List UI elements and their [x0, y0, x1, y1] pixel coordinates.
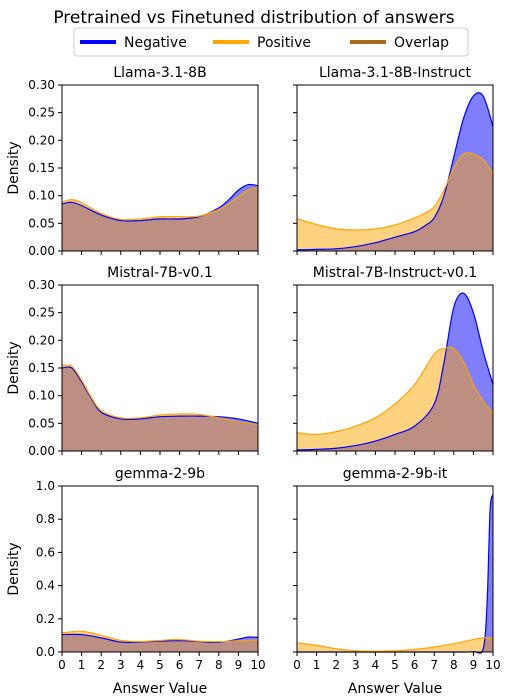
y-tick-label: 1.0: [36, 479, 55, 493]
y-tick-label: 0.6: [36, 545, 55, 559]
y-tick-label: 0.10: [28, 389, 55, 403]
negative-line: [296, 92, 494, 251]
x-tick-label: 6: [411, 658, 419, 672]
x-tick-label: 1: [313, 658, 321, 672]
axes-frame: [61, 485, 259, 653]
positive-line: [61, 364, 259, 426]
positive-line: [296, 152, 494, 231]
panel-title: gemma-2-9b-it: [343, 466, 448, 482]
y-tick-label: 0.25: [28, 106, 55, 120]
x-tick-label: 2: [97, 658, 105, 672]
x-tick-label: 1: [78, 658, 86, 672]
y-tick-label: 0.0: [36, 645, 55, 659]
legend-label-overlap: Overlap: [394, 35, 449, 51]
y-tick-label: 0.00: [28, 444, 55, 458]
y-tick-label: 0.10: [28, 189, 55, 203]
legend-label-negative: Negative: [124, 35, 187, 51]
y-tick-label: 0.30: [28, 278, 55, 292]
x-tick-label: 0: [58, 658, 66, 672]
figure-title: Pretrained vs Finetuned distribution of …: [53, 8, 454, 28]
panel-5: gemma-2-9b 0.0 0.2 0.4 0.6 0.8 1.0 0 1 2 3 4 5 6 7 8 9 10…: [6, 466, 266, 697]
y-tick-label: 0.05: [28, 216, 55, 230]
y-tick-label: 0.20: [28, 133, 55, 147]
panel-3: Mistral-7B-v0.1 0.00 0.05 0.10 0.15 0.20 0.25 0…: [6, 265, 259, 458]
panel-6: gemma-2-9b-it 0 1 2 3 4 5 6 7 8 9 10 Answer Value: [293, 466, 501, 697]
x-tick-label: 8: [215, 658, 223, 672]
negative-line: [61, 183, 259, 222]
panel-title: gemma-2-9b: [115, 466, 205, 482]
legend: Negative Positive Overlap: [73, 27, 469, 57]
negative-line: [61, 366, 259, 424]
y-tick-label: 0.4: [36, 579, 55, 593]
y-axis-label: Density: [6, 341, 22, 394]
x-tick-label: 3: [117, 658, 125, 672]
x-tick-label: 5: [391, 658, 399, 672]
y-tick-label: 0.30: [28, 78, 55, 92]
overlap-area: [297, 347, 493, 451]
axes-frame: [296, 485, 494, 653]
negative-line: [61, 633, 259, 644]
y-tick-label: 0.05: [28, 416, 55, 430]
positive-line: [61, 630, 259, 643]
panel-1: Llama-3.1-8B 0.00 0.05 0.10 0.15 0.20 0.25 0.30…: [6, 65, 259, 258]
x-tick-label: 3: [352, 658, 360, 672]
y-axis-label: Density: [6, 141, 22, 194]
positive-line: [296, 346, 494, 436]
y-tick-label: 0.2: [36, 612, 55, 626]
negative-line: [296, 292, 494, 451]
negative-line: [297, 494, 494, 654]
x-tick-label: 5: [156, 658, 164, 672]
panel-2: Llama-3.1-8B-Instruct: [293, 65, 494, 255]
panel-title: Mistral-7B-v0.1: [107, 265, 213, 281]
chart-panels: Llama-3.1-8B0.000.050.100.150.200.250.30…: [6, 65, 501, 697]
x-tick-label: 7: [430, 658, 438, 672]
panel-title: Llama-3.1-8B-Instruct: [319, 65, 472, 81]
positive-line: [296, 637, 494, 652]
legend-frame: [73, 27, 469, 57]
x-axis-label: Answer Value: [348, 681, 442, 697]
y-tick-label: 0.00: [28, 244, 55, 258]
x-tick-label: 2: [332, 658, 340, 672]
panel-title: Llama-3.1-8B: [113, 65, 206, 81]
x-tick-label: 0: [293, 658, 301, 672]
x-tick-label: 10: [250, 658, 265, 672]
overlap-area: [297, 152, 493, 251]
positive-area: [297, 637, 493, 652]
x-tick-label: 4: [372, 658, 380, 672]
overlap-area: [62, 366, 258, 451]
panel-4: Mistral-7B-Instruct-v0.1: [293, 265, 494, 455]
negative-area: [297, 494, 493, 654]
x-tick-label: 8: [450, 658, 458, 672]
y-tick-label: 0.25: [28, 306, 55, 320]
y-tick-label: 0.15: [28, 361, 55, 375]
x-tick-label: 4: [137, 658, 145, 672]
y-tick-label: 0.8: [36, 512, 55, 526]
panel-title: Mistral-7B-Instruct-v0.1: [313, 265, 477, 281]
y-tick-label: 0.15: [28, 161, 55, 175]
x-axis-label: Answer Value: [113, 681, 207, 697]
legend-label-positive: Positive: [257, 35, 311, 51]
y-axis-label: Density: [6, 542, 22, 595]
positive-line: [61, 186, 259, 221]
x-tick-label: 6: [176, 658, 184, 672]
x-tick-label: 7: [195, 658, 203, 672]
x-tick-label: 10: [485, 658, 500, 672]
x-tick-label: 9: [235, 658, 243, 672]
y-tick-label: 0.20: [28, 333, 55, 347]
x-tick-label: 9: [470, 658, 478, 672]
